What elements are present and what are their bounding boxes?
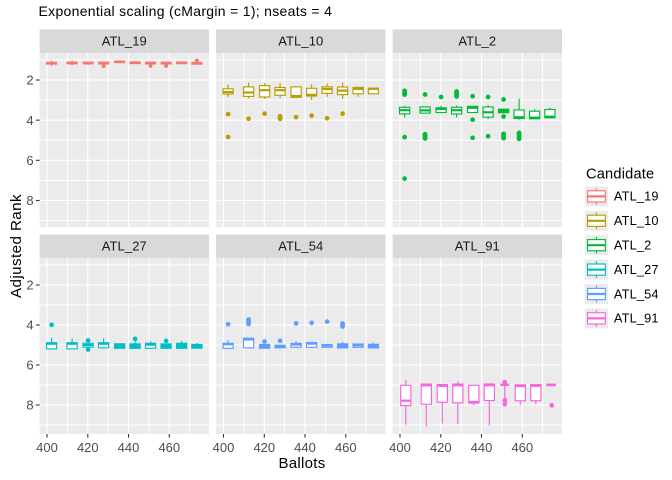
svg-text:ATL_91: ATL_91	[614, 311, 659, 326]
svg-text:460: 460	[335, 440, 357, 455]
svg-text:400: 400	[389, 440, 411, 455]
svg-text:ATL_27: ATL_27	[102, 238, 147, 253]
svg-text:400: 400	[213, 440, 235, 455]
svg-text:420: 420	[77, 440, 99, 455]
svg-text:ATL_2: ATL_2	[614, 238, 652, 253]
svg-text:2: 2	[26, 278, 33, 293]
svg-text:6: 6	[26, 358, 33, 373]
svg-text:Candidate: Candidate	[586, 167, 654, 183]
svg-text:8: 8	[26, 193, 33, 208]
svg-text:ATL_27: ATL_27	[614, 262, 659, 277]
svg-text:4: 4	[26, 113, 33, 128]
svg-text:6: 6	[26, 153, 33, 168]
svg-text:400: 400	[36, 440, 58, 455]
svg-text:420: 420	[253, 440, 275, 455]
svg-text:ATL_10: ATL_10	[278, 33, 323, 48]
svg-text:ATL_2: ATL_2	[458, 33, 496, 48]
svg-text:8: 8	[26, 398, 33, 413]
svg-text:420: 420	[430, 440, 452, 455]
svg-text:ATL_91: ATL_91	[455, 238, 500, 253]
svg-text:ATL_54: ATL_54	[278, 238, 323, 253]
svg-text:Ballots: Ballots	[278, 455, 325, 472]
svg-text:440: 440	[294, 440, 316, 455]
svg-text:2: 2	[26, 73, 33, 88]
svg-text:ATL_10: ATL_10	[614, 213, 659, 228]
svg-text:440: 440	[118, 440, 140, 455]
svg-text:ATL_19: ATL_19	[102, 33, 147, 48]
svg-text:Exponential scaling (cMargin =: Exponential scaling (cMargin = 1); nseat…	[39, 3, 333, 19]
svg-text:440: 440	[471, 440, 493, 455]
svg-text:Adjusted Rank: Adjusted Rank	[8, 194, 25, 298]
svg-text:4: 4	[26, 318, 33, 333]
svg-text:ATL_54: ATL_54	[614, 286, 659, 301]
svg-text:ATL_19: ATL_19	[614, 189, 659, 204]
svg-text:460: 460	[511, 440, 533, 455]
svg-text:460: 460	[158, 440, 180, 455]
